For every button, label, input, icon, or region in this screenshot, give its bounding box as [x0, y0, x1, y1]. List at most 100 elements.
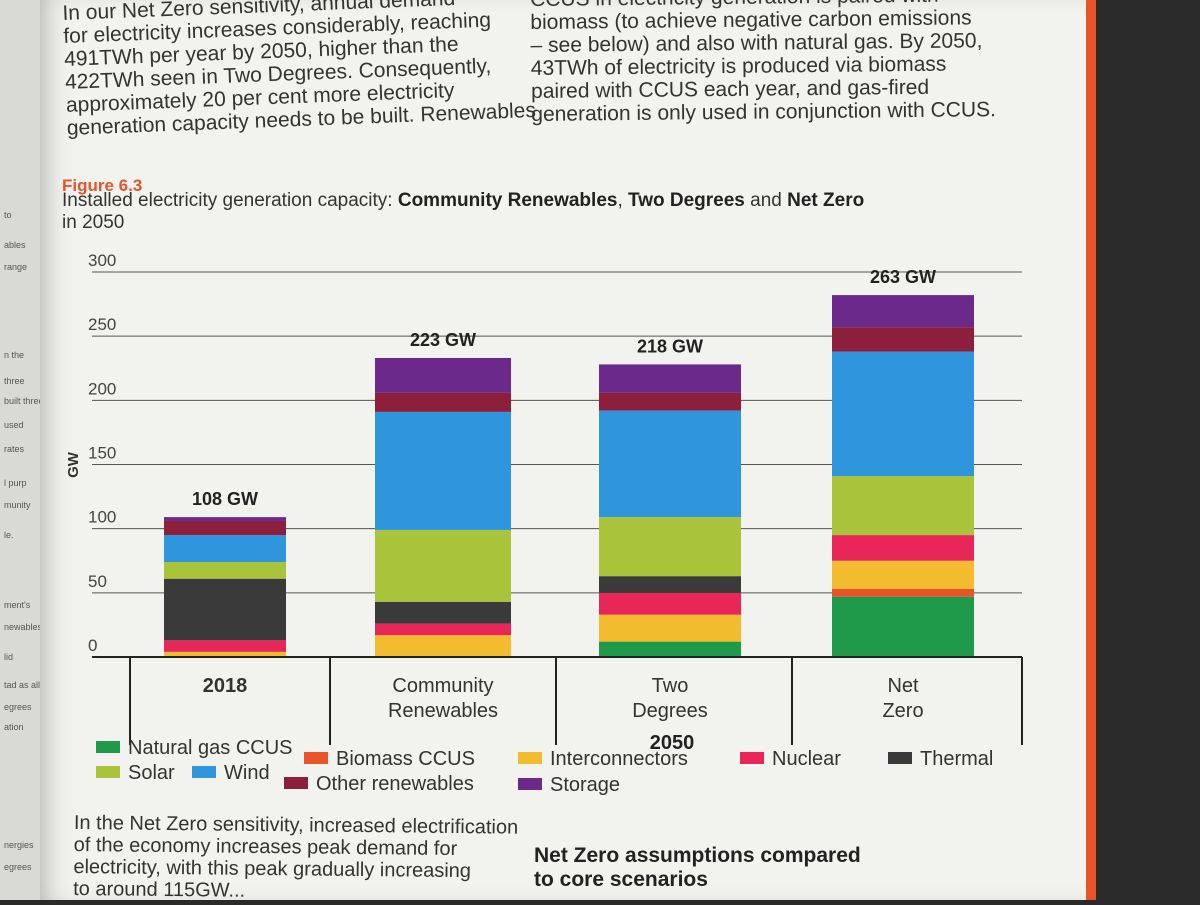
- bar-total-label: 218 GW: [637, 336, 703, 356]
- x-tick-label: Community: [392, 675, 493, 697]
- bar-segment: [375, 357, 511, 393]
- bar-segment: [164, 651, 286, 657]
- bar-segment: [599, 364, 741, 393]
- bar-segment: [164, 520, 286, 536]
- y-axis-label: GW: [65, 451, 82, 478]
- bar-segment: [599, 614, 741, 642]
- page-fragment-text: built three: [4, 396, 40, 406]
- legend-swatch: [518, 778, 542, 790]
- adjacent-page-edge: to ables range n the three built three used rat…: [0, 0, 40, 900]
- legend-swatch: [96, 741, 120, 753]
- page-fragment-text: lid: [4, 652, 14, 662]
- x-tick-label: Zero: [882, 700, 923, 722]
- legend-swatch: [740, 752, 764, 764]
- page-fragment-text: three: [4, 376, 25, 386]
- text-line: to around 115GW...: [73, 877, 246, 902]
- bar-segment: [832, 596, 974, 657]
- y-tick-label: 50: [88, 572, 107, 591]
- y-tick-label: 150: [88, 444, 116, 463]
- bar-segment: [164, 578, 286, 641]
- legend-swatch: [284, 777, 308, 789]
- heading-line: Net Zero assumptions compared: [534, 844, 861, 867]
- bar-segment: [832, 327, 974, 352]
- figure-title-sep: and: [744, 190, 788, 211]
- legend-label: Other renewables: [316, 773, 474, 795]
- bar-segment: [164, 535, 286, 563]
- y-tick-label: 300: [88, 251, 116, 270]
- legend-swatch: [518, 752, 542, 764]
- bar-segment: [375, 529, 511, 602]
- bar-segment: [375, 635, 511, 657]
- legend-label: Biomass CCUS: [336, 748, 475, 770]
- bar-segment: [832, 476, 974, 536]
- legend-label: Nuclear: [772, 748, 841, 770]
- bar-segment: [164, 640, 286, 652]
- bar-segment: [832, 560, 974, 589]
- figure-label: Figure 6.3: [62, 176, 143, 195]
- legend-label: Interconnectors: [550, 748, 688, 770]
- bar-segment: [599, 517, 741, 577]
- figure-title-scenario-3: Net Zero: [787, 190, 865, 211]
- figure-title-prefix: Installed electricity generation capacit…: [62, 190, 398, 211]
- bar-segment: [832, 295, 974, 328]
- x-tick-label: Degrees: [632, 700, 708, 722]
- legend-label: Storage: [550, 774, 620, 796]
- body-text-bottom-left: In the Net Zero sensitivity, increased e…: [73, 812, 518, 905]
- bar-segment: [832, 351, 974, 477]
- page-fragment-text: rates: [4, 444, 25, 454]
- page-fragment-text: egrees: [4, 862, 32, 872]
- bar-segment: [375, 601, 511, 624]
- legend-swatch: [192, 766, 216, 778]
- page-fragment-text: ables: [4, 240, 26, 250]
- section-heading: Net Zero assumptions compared to core sc…: [534, 844, 861, 892]
- y-tick-label: 200: [88, 379, 116, 398]
- figure-title-scenario-1: Community Renewables: [397, 190, 618, 211]
- legend-swatch: [304, 752, 328, 764]
- legend-swatch: [888, 752, 912, 764]
- page-fragment-text: used: [4, 420, 24, 430]
- legend-swatch: [96, 766, 120, 778]
- figure-title-suffix: in 2050: [62, 212, 125, 233]
- y-tick-label: 250: [88, 315, 116, 334]
- page-fragment-text: egrees: [4, 702, 32, 712]
- bar-segment: [599, 576, 741, 593]
- page-fragment-text: to: [4, 210, 12, 220]
- bar-segment: [599, 641, 741, 657]
- bar-segment: [599, 592, 741, 615]
- page-fragment-text: newables: [4, 622, 40, 632]
- figure-title-sep: ,: [617, 190, 629, 211]
- figure-title: Installed electricity generation capacit…: [62, 190, 982, 234]
- bar-segment: [599, 392, 741, 411]
- bar-total-label: 223 GW: [410, 330, 476, 350]
- bar-segment: [164, 517, 286, 521]
- legend-label: Thermal: [920, 748, 993, 770]
- page-accent-edge: [1086, 0, 1096, 900]
- page-fragment-text: ment's: [4, 600, 31, 610]
- bar-segment: [375, 411, 511, 530]
- page-fragment-text: range: [4, 262, 28, 272]
- legend-label: Wind: [224, 762, 270, 784]
- page-fragment-text: tad as all: [4, 680, 40, 690]
- heading-line: to core scenarios: [534, 868, 708, 891]
- page-fragment-text: ation: [4, 722, 24, 732]
- bar-segment: [164, 562, 286, 579]
- page-fragment-text: l purp: [4, 478, 27, 488]
- y-tick-label: 100: [88, 508, 116, 527]
- legend-label: Natural gas CCUS: [128, 737, 293, 759]
- x-tick-label: Renewables: [388, 700, 498, 722]
- bar-segment: [375, 392, 511, 412]
- page-fragment-text: n the: [4, 350, 25, 360]
- legend-label: Solar: [128, 762, 175, 784]
- bar-total-label: 108 GW: [192, 489, 258, 509]
- bar-total-label: 263 GW: [870, 267, 936, 287]
- x-tick-label: Net: [887, 675, 919, 697]
- figure-title-scenario-2: Two Degrees: [628, 190, 745, 211]
- bar-segment: [599, 410, 741, 518]
- x-tick-label: Two: [652, 675, 689, 697]
- bar-segment: [832, 588, 974, 597]
- bar-segment: [832, 535, 974, 561]
- x-group-label: 2050: [650, 732, 695, 754]
- bar-segment: [375, 623, 511, 636]
- x-tick-label: 2018: [203, 675, 248, 697]
